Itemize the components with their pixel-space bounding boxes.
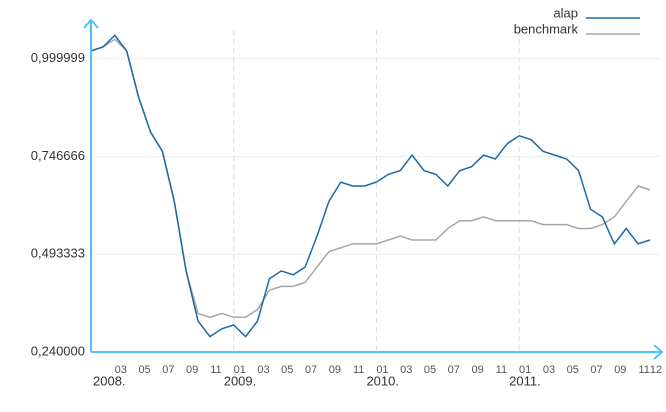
x-tick-label: 09 [614, 364, 626, 376]
x-tick-label: 07 [305, 364, 317, 376]
x-tick-label: 03 [543, 364, 555, 376]
x-tick-label: 07 [448, 364, 460, 376]
x-tick-label: 01 [519, 364, 531, 376]
x-tick-label: 01 [376, 364, 388, 376]
x-tick-label: 11 [638, 364, 649, 376]
x-tick-label: 05 [567, 364, 579, 376]
x-tick-label: 07 [162, 364, 174, 376]
x-tick-label: 12 [650, 364, 662, 376]
series-line [90, 34, 651, 338]
x-tick-label: 05 [281, 364, 293, 376]
x-tick-label: 09 [471, 364, 483, 376]
year-label: 2010. [366, 373, 399, 388]
x-tick-label: 05 [138, 364, 150, 376]
x-tick-label: 09 [329, 364, 341, 376]
y-tick-label: 0,746666 [31, 148, 85, 163]
year-label: 2009. [224, 373, 257, 388]
x-tick-label: 09 [186, 364, 198, 376]
x-tick-label: 03 [115, 364, 127, 376]
x-tick-label: 03 [400, 364, 412, 376]
y-tick-label: 0,240000 [31, 343, 85, 358]
y-axis-arrow [83, 18, 99, 29]
x-tick-label: 07 [590, 364, 602, 376]
x-tick-label: 11 [353, 364, 364, 376]
y-tick-label: 0,999999 [31, 50, 85, 65]
year-label: 2008. [93, 373, 126, 388]
x-tick-label: 05 [424, 364, 436, 376]
series-line [90, 38, 651, 319]
year-label: 2011. [509, 373, 541, 388]
legend-label: benchmark [514, 21, 579, 36]
x-axis-arrow [653, 344, 664, 360]
x-tick-label: 03 [257, 364, 269, 376]
legend-label: alap [553, 5, 578, 20]
y-tick-label: 0,493333 [31, 246, 85, 261]
x-tick-label: 11 [210, 364, 221, 376]
x-tick-label: 01 [234, 364, 246, 376]
x-tick-label: 11 [496, 364, 507, 376]
